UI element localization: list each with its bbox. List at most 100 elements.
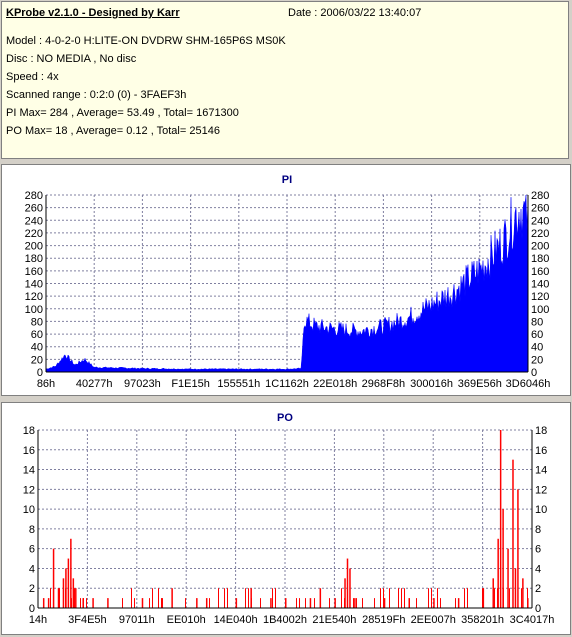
y-tick-label-left: 0: [37, 367, 43, 379]
po-bar: [517, 489, 519, 608]
po-bar: [521, 588, 522, 608]
po-bar: [205, 598, 208, 608]
pi-series: [45, 194, 529, 373]
x-tick-label: 1C1162h: [265, 378, 309, 390]
y-tick-label-left: 140: [25, 279, 43, 291]
po-bar: [354, 598, 356, 608]
po-bar: [122, 598, 123, 608]
y-tick-label-left: 2: [29, 583, 35, 595]
po-bar: [356, 598, 357, 608]
po-bar: [250, 588, 252, 608]
po-bar: [82, 598, 84, 608]
y-tick-label-right: 12: [535, 484, 547, 496]
po-bar: [218, 588, 219, 608]
x-tick-label: 14h: [29, 614, 47, 626]
po-bar: [134, 598, 135, 608]
x-tick-label: 3C4017h: [510, 614, 555, 626]
po-bar: [47, 598, 50, 608]
po-bar: [74, 588, 75, 608]
po-bar: [275, 588, 276, 608]
y-tick-label-right: 16: [535, 445, 547, 457]
y-tick-label-right: 8: [535, 524, 541, 536]
po-bar: [59, 588, 60, 608]
po-bar: [272, 588, 273, 608]
x-tick-label: 86h: [37, 378, 55, 390]
po-bar: [389, 588, 390, 608]
po-bar: [457, 598, 460, 608]
disc-info: Disc : NO MEDIA , No disc: [6, 53, 137, 65]
po-bar: [522, 578, 524, 608]
po-bar: [270, 598, 272, 608]
app-title: KProbe v2.1.0 - Designed by Karr: [6, 7, 180, 19]
po-bar: [329, 598, 330, 608]
po-bar: [296, 598, 297, 608]
y-tick-label-left: 260: [25, 203, 43, 215]
chart-title: PO: [277, 412, 293, 424]
y-tick-label-left: 18: [23, 425, 35, 437]
po-bar: [492, 578, 494, 608]
x-tick-label: 300016h: [410, 378, 453, 390]
x-tick-label: EE010h: [167, 614, 206, 626]
y-tick-label-left: 4: [29, 563, 35, 575]
y-tick-label-left: 60: [31, 329, 43, 341]
po-bar: [299, 598, 300, 608]
po-bar: [86, 598, 87, 608]
y-tick-label-right: 14: [535, 465, 547, 477]
po-bar: [171, 588, 173, 608]
y-tick-label-right: 18: [535, 425, 547, 437]
y-tick-label-right: 10: [535, 504, 547, 516]
model-info: Model : 4-0-2-0 H:LITE-ON DVDRW SHM-165P…: [6, 35, 286, 47]
po-bar: [245, 588, 246, 608]
pi-chart-panel: PI 0 0 20 20 40 40 60 60 80 80 100 100 120 120 140 140 16…: [1, 164, 571, 396]
po-bar: [92, 598, 94, 608]
speed-info: Speed : 4x: [6, 71, 59, 83]
po-bar: [464, 588, 465, 608]
po-bar: [408, 598, 410, 608]
po-bar: [319, 588, 322, 608]
y-tick-label-left: 12: [23, 484, 35, 496]
po-chart-panel: PO 0 0 2 2 4 4 6 6 8 8 10 10 12 12 14 14 16 16 18 18 14h 3F4E5…: [1, 402, 571, 635]
y-tick-label-left: 40: [31, 342, 43, 354]
scanned-range-info: Scanned range : 0:2:0 (0) - 3FAEF3h: [6, 89, 187, 101]
po-bar: [428, 588, 429, 608]
po-bar: [509, 588, 510, 608]
po-bar: [467, 588, 468, 608]
po-summary: PO Max= 18 , Average= 0.12 , Total= 2514…: [6, 125, 220, 137]
po-bar: [224, 588, 225, 608]
x-tick-label: 2968F8h: [362, 378, 405, 390]
po-bar: [285, 598, 287, 608]
y-tick-label-right: 40: [531, 342, 543, 354]
po-bar: [437, 588, 438, 608]
y-tick-label-right: 0: [535, 603, 541, 615]
po-bar: [67, 558, 70, 608]
y-tick-label-right: 2: [535, 583, 541, 595]
scan-date: Date : 2006/03/22 13:40:07: [288, 7, 422, 19]
y-tick-label-right: 80: [531, 316, 543, 328]
po-bar: [401, 588, 402, 608]
chart-title: PI: [282, 174, 292, 186]
y-tick-label-left: 160: [25, 266, 43, 278]
y-tick-label-left: 0: [29, 603, 35, 615]
x-tick-label: 97011h: [119, 614, 155, 626]
po-bar: [248, 588, 249, 608]
po-bar: [65, 568, 67, 608]
x-tick-label: 28519Fh: [362, 614, 405, 626]
po-bar: [309, 598, 312, 608]
po-bar: [455, 598, 456, 608]
po-bar: [161, 598, 163, 608]
po-bar: [334, 598, 336, 608]
po-bar: [158, 588, 159, 608]
po-bar: [314, 598, 315, 608]
y-tick-label-left: 120: [25, 291, 43, 303]
po-bar: [57, 588, 60, 608]
y-tick-label-right: 240: [531, 215, 549, 227]
po-bar: [75, 588, 77, 608]
po-bar: [235, 598, 238, 608]
y-tick-label-left: 6: [29, 544, 35, 556]
po-bar: [362, 598, 363, 608]
po-bar: [72, 578, 75, 608]
po-bar: [185, 598, 186, 608]
po-bar: [380, 588, 381, 608]
x-tick-label: 358201h: [461, 614, 504, 626]
po-bar: [494, 588, 495, 608]
